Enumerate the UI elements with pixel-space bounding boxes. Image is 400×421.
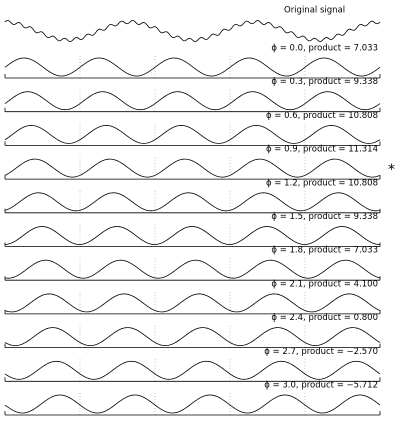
panel-label: ϕ = 0.3, product = 9.338: [271, 77, 378, 87]
original-signal-curve: [4, 20, 381, 42]
original-signal-title: Original signal: [284, 6, 345, 16]
test-sinusoid: [4, 57, 381, 77]
panel-label: ϕ = 2.1, product = 4.100: [271, 279, 378, 289]
test-sinusoid: [4, 360, 381, 380]
panel-label: ϕ = 0.9, product = 11.314: [266, 145, 378, 155]
panel-label: ϕ = 1.8, product = 7.033: [271, 246, 378, 256]
panel-label: ϕ = 3.0, product = −5.712: [264, 381, 378, 391]
test-sinusoid: [4, 293, 381, 313]
panel-label: ϕ = 0.6, product = 10.808: [266, 111, 378, 121]
panel-label: ϕ = 2.7, product = −2.570: [264, 347, 378, 357]
test-sinusoid: [4, 158, 381, 178]
test-sinusoid: [4, 226, 380, 245]
panel-label: ϕ = 1.2, product = 10.808: [266, 178, 378, 188]
test-sinusoid: [4, 394, 381, 414]
panel-label: ϕ = 2.4, product = 0.800: [271, 313, 378, 323]
test-sinusoid: [4, 259, 381, 279]
test-sinusoid: [4, 327, 381, 347]
panel-label: ϕ = 0.0, product = 7.033: [271, 44, 378, 54]
test-sinusoid: [4, 124, 381, 144]
test-sinusoid: [4, 91, 381, 111]
best-marker: *: [388, 162, 395, 178]
test-sinusoid: [4, 192, 381, 212]
panel-label: ϕ = 1.5, product = 9.338: [271, 212, 378, 222]
